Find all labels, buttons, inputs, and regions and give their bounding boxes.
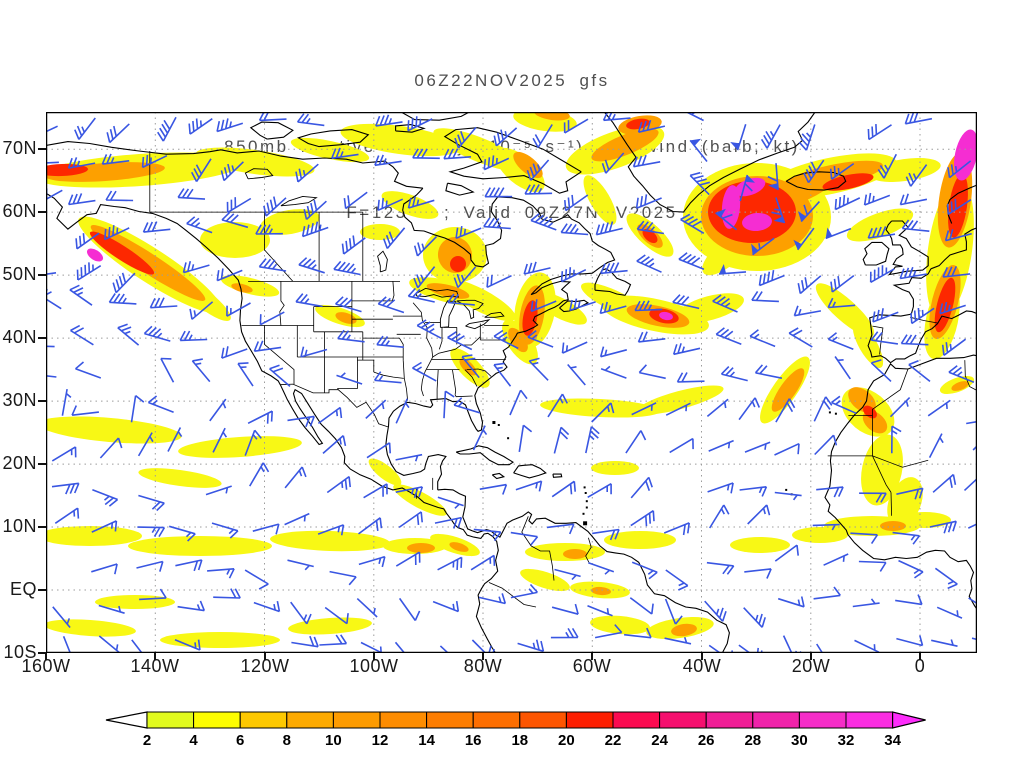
lat-label-30N: 30N — [2, 390, 37, 410]
colorbar-value: 30 — [791, 732, 808, 749]
colorbar-value: 4 — [189, 732, 198, 749]
lat-tick — [38, 274, 46, 276]
colorbar-value: 28 — [744, 732, 761, 749]
lon-label-100W: 100W — [349, 656, 399, 676]
lat-tick — [38, 652, 46, 654]
lon-tick — [701, 653, 703, 660]
lat-tick — [38, 148, 46, 150]
colorbar-value: 26 — [698, 732, 715, 749]
colorbar-segment — [193, 711, 241, 729]
colorbar-segment — [472, 711, 521, 729]
colorbar-value: 32 — [838, 732, 855, 749]
colorbar-segment — [426, 711, 474, 729]
lon-tick — [591, 653, 593, 660]
lon-label-80W: 80W — [463, 656, 503, 676]
colorbar-left-arrow — [105, 711, 148, 729]
colorbar-value: 8 — [283, 732, 291, 749]
lon-tick — [919, 653, 921, 660]
lat-label-50N: 50N — [2, 264, 37, 284]
lon-label-0: 0 — [914, 656, 926, 676]
colorbar-segment — [519, 711, 567, 729]
lat-tick — [38, 589, 46, 591]
colorbar-segment — [286, 711, 334, 729]
lon-label-20W: 20W — [791, 656, 831, 676]
lat-label-60N: 60N — [2, 201, 37, 221]
colorbar-value: 12 — [372, 732, 389, 749]
map-canvas — [46, 112, 977, 653]
lat-label-20N: 20N — [2, 453, 37, 473]
colorbar-value: 24 — [651, 732, 668, 749]
lon-tick — [373, 653, 375, 660]
colorbar-segment — [379, 711, 428, 729]
colorbar-value: 16 — [465, 732, 482, 749]
lon-tick — [45, 653, 47, 660]
lon-tick — [810, 653, 812, 660]
colorbar-segment — [612, 711, 661, 729]
colorbar-segment — [332, 711, 381, 729]
colorbar-segment — [565, 711, 614, 729]
lon-label-140W: 140W — [130, 656, 180, 676]
lat-tick — [38, 526, 46, 528]
lon-label-160W: 160W — [21, 656, 71, 676]
colorbar-value: 20 — [558, 732, 575, 749]
colorbar-value: 6 — [236, 732, 244, 749]
lat-label-40N: 40N — [2, 327, 37, 347]
title-line-run: 06Z22NOV2025 gfs — [414, 71, 610, 90]
lon-tick — [154, 653, 156, 660]
colorbar-segment — [705, 711, 754, 729]
colorbar-segment — [146, 711, 195, 729]
lat-label-10S: 10S — [3, 642, 37, 662]
colorbar: 2 4 6 8 10 12 14 16 18 20 22 24 26 28 30 32 34 — [105, 711, 926, 749]
lat-tick — [38, 211, 46, 213]
colorbar-segment — [845, 711, 894, 729]
lat-tick — [38, 463, 46, 465]
lon-label-120W: 120W — [240, 656, 290, 676]
lon-tick — [264, 653, 266, 660]
colorbar-segment — [659, 711, 707, 729]
colorbar-segment — [752, 711, 800, 729]
colorbar-value: 18 — [511, 732, 528, 749]
lat-tick — [38, 337, 46, 339]
colorbar-segment — [798, 711, 847, 729]
lon-label-40W: 40W — [682, 656, 722, 676]
colorbar-value: 10 — [325, 732, 342, 749]
lat-tick — [38, 400, 46, 402]
colorbar-segment — [239, 711, 288, 729]
lon-label-60W: 60W — [572, 656, 612, 676]
lat-label-EQ: EQ — [9, 579, 37, 599]
colorbar-value: 22 — [605, 732, 622, 749]
lat-label-70N: 70N — [2, 138, 37, 158]
colorbar-right-arrow — [891, 711, 926, 729]
colorbar-value: 14 — [418, 732, 435, 749]
colorbar-value: 2 — [143, 732, 151, 749]
colorbar-value: 34 — [884, 732, 901, 749]
lon-tick — [482, 653, 484, 660]
lat-label-10N: 10N — [2, 516, 37, 536]
